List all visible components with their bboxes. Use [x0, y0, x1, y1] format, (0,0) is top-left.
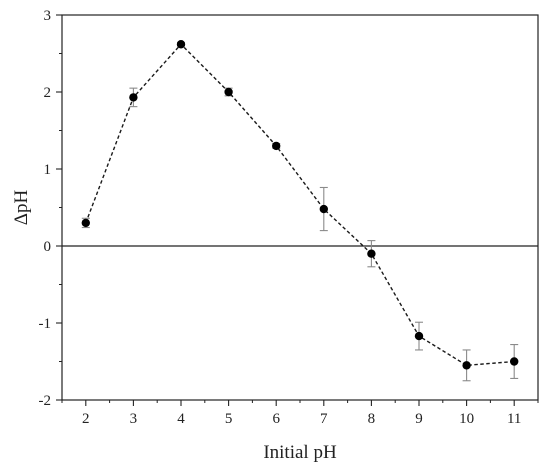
y-tick-label: 2	[44, 85, 52, 101]
y-tick-label: 3	[44, 8, 52, 24]
x-tick-label: 10	[459, 411, 474, 427]
data-point	[367, 249, 376, 258]
x-axis-label: Initial pH	[263, 442, 337, 463]
error-bars	[81, 42, 519, 382]
data-point	[272, 141, 281, 151]
x-tick-label: 11	[507, 411, 521, 427]
y-tick-label: 0	[44, 239, 52, 255]
plot-area	[61, 14, 539, 401]
data-point	[129, 93, 138, 102]
x-tick-label: 8	[368, 411, 376, 427]
x-tick-label: 5	[225, 411, 233, 427]
x-tick-label: 2	[82, 411, 90, 427]
data-point	[224, 87, 233, 97]
y-tick-label: -2	[39, 393, 52, 409]
data-points	[81, 40, 519, 370]
data-point	[462, 361, 471, 370]
series-line-group	[85, 43, 515, 367]
y-tick-label: -1	[39, 316, 52, 332]
series-line	[85, 43, 515, 367]
data-point	[319, 204, 328, 214]
plot-border	[61, 14, 539, 401]
x-tick-label: 9	[415, 411, 423, 427]
data-point	[510, 357, 519, 366]
y-axis-label: ΔpH	[11, 190, 32, 226]
x-tick-label: 4	[177, 411, 185, 427]
x-tick-label: 6	[272, 411, 280, 427]
x-tick-label: 3	[130, 411, 138, 427]
x-axis-ticks: 2 3 4 5 6 7 8 9 10 11	[61, 400, 539, 427]
x-tick-label: 7	[320, 411, 328, 427]
y-tick-label: 1	[44, 162, 52, 178]
data-point	[81, 218, 91, 228]
data-point	[414, 331, 424, 341]
y-axis-ticks: -2 -1 0 1 2 3	[39, 8, 62, 409]
data-point	[176, 40, 186, 49]
